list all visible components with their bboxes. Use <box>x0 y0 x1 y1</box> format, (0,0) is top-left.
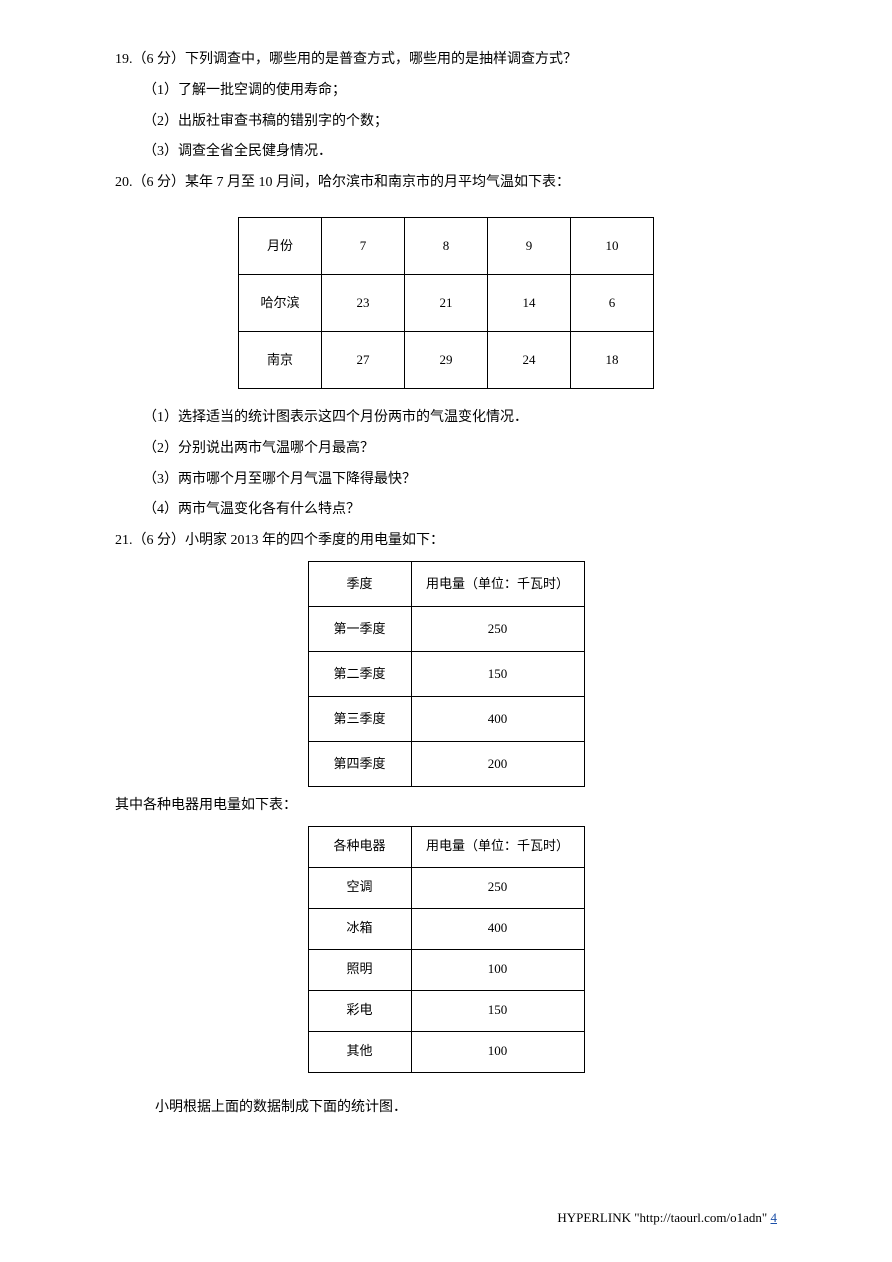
table-row: 彩电 150 <box>308 990 584 1031</box>
q19-item-2: （2）出版社审查书稿的错别字的个数； <box>115 107 777 138</box>
cell: 用电量（单位：千瓦时） <box>411 826 584 867</box>
cell: 7 <box>322 217 405 274</box>
cell: 南京 <box>239 331 322 388</box>
cell: 400 <box>411 908 584 949</box>
q19-item-1: （1）了解一批空调的使用寿命； <box>115 76 777 107</box>
table-row: 季度 用电量（单位：千瓦时） <box>308 561 584 606</box>
q20-sub-2: （2）分别说出两市气温哪个月最高？ <box>115 434 777 465</box>
cell: 23 <box>322 274 405 331</box>
table-row: 其他 100 <box>308 1031 584 1072</box>
q21-mid: 其中各种电器用电量如下表： <box>115 791 777 822</box>
q20-sub-3: （3）两市哪个月至哪个月气温下降得最快？ <box>115 465 777 496</box>
cell: 空调 <box>308 867 411 908</box>
cell: 彩电 <box>308 990 411 1031</box>
q21-table1-wrap: 季度 用电量（单位：千瓦时） 第一季度 250 第二季度 150 第三季度 40… <box>115 561 777 787</box>
q20-table-wrap: 月份 7 8 9 10 哈尔滨 23 21 14 6 南京 27 29 24 1… <box>115 217 777 389</box>
table-row: 第一季度 250 <box>308 606 584 651</box>
table-row: 南京 27 29 24 18 <box>239 331 654 388</box>
cell: 其他 <box>308 1031 411 1072</box>
table-row: 第四季度 200 <box>308 741 584 786</box>
cell: 27 <box>322 331 405 388</box>
cell: 第二季度 <box>308 651 411 696</box>
table-row: 各种电器 用电量（单位：千瓦时） <box>308 826 584 867</box>
cell: 150 <box>411 990 584 1031</box>
cell: 季度 <box>308 561 411 606</box>
cell: 10 <box>571 217 654 274</box>
cell: 150 <box>411 651 584 696</box>
cell: 18 <box>571 331 654 388</box>
table-row: 第三季度 400 <box>308 696 584 741</box>
cell: 200 <box>411 741 584 786</box>
q20-table: 月份 7 8 9 10 哈尔滨 23 21 14 6 南京 27 29 24 1… <box>238 217 654 389</box>
q21-table2: 各种电器 用电量（单位：千瓦时） 空调 250 冰箱 400 照明 100 彩电… <box>308 826 585 1073</box>
cell: 哈尔滨 <box>239 274 322 331</box>
cell: 24 <box>488 331 571 388</box>
cell: 各种电器 <box>308 826 411 867</box>
cell: 29 <box>405 331 488 388</box>
cell: 250 <box>411 867 584 908</box>
cell: 照明 <box>308 949 411 990</box>
cell: 第四季度 <box>308 741 411 786</box>
page-footer: HYPERLINK "http://taourl.com/o1adn" 4 <box>557 1210 777 1226</box>
cell: 6 <box>571 274 654 331</box>
table-row: 照明 100 <box>308 949 584 990</box>
cell: 月份 <box>239 217 322 274</box>
table-row: 空调 250 <box>308 867 584 908</box>
q21-header: 21.（6 分）小明家 2013 年的四个季度的用电量如下： <box>115 526 777 557</box>
footer-hyperlink-text: HYPERLINK "http://taourl.com/o1adn" <box>557 1210 770 1225</box>
q20-sub-4: （4）两市气温变化各有什么特点？ <box>115 495 777 526</box>
cell: 250 <box>411 606 584 651</box>
cell: 100 <box>411 949 584 990</box>
cell: 用电量（单位：千瓦时） <box>411 561 584 606</box>
q21-table2-wrap: 各种电器 用电量（单位：千瓦时） 空调 250 冰箱 400 照明 100 彩电… <box>115 826 777 1073</box>
q20-sub-1: （1）选择适当的统计图表示这四个月份两市的气温变化情况． <box>115 403 777 434</box>
cell: 14 <box>488 274 571 331</box>
cell: 100 <box>411 1031 584 1072</box>
document-page: 19.（6 分）下列调查中，哪些用的是普查方式，哪些用的是抽样调查方式？ （1）… <box>0 0 892 1154</box>
q21-table1: 季度 用电量（单位：千瓦时） 第一季度 250 第二季度 150 第三季度 40… <box>308 561 585 787</box>
cell: 21 <box>405 274 488 331</box>
q20-header: 20.（6 分）某年 7 月至 10 月间，哈尔滨市和南京市的月平均气温如下表： <box>115 168 777 199</box>
table-row: 第二季度 150 <box>308 651 584 696</box>
cell: 第三季度 <box>308 696 411 741</box>
table-row: 冰箱 400 <box>308 908 584 949</box>
cell: 8 <box>405 217 488 274</box>
cell: 第一季度 <box>308 606 411 651</box>
table-row: 月份 7 8 9 10 <box>239 217 654 274</box>
q19-header: 19.（6 分）下列调查中，哪些用的是普查方式，哪些用的是抽样调查方式？ <box>115 45 777 76</box>
cell: 400 <box>411 696 584 741</box>
cell: 冰箱 <box>308 908 411 949</box>
table-row: 哈尔滨 23 21 14 6 <box>239 274 654 331</box>
q19-item-3: （3）调查全省全民健身情况． <box>115 137 777 168</box>
cell: 9 <box>488 217 571 274</box>
page-number: 4 <box>771 1210 778 1225</box>
q21-tail: 小明根据上面的数据制成下面的统计图． <box>115 1093 777 1124</box>
